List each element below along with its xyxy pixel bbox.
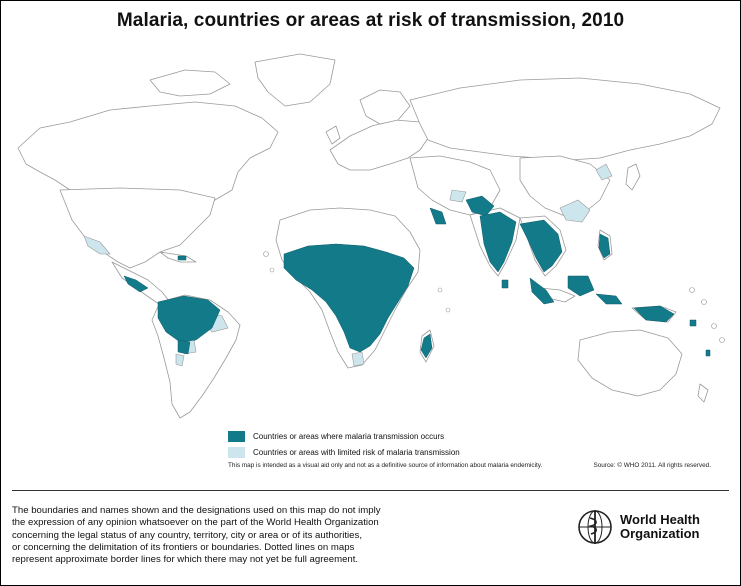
limited-mexico (83, 235, 111, 255)
legend-item-transmission: Countries or areas where malaria transmi… (228, 431, 444, 442)
risk-sumatra (529, 277, 555, 305)
legend-label-limited: Countries or areas with limited risk of … (253, 448, 460, 457)
risk-solomon (689, 319, 697, 327)
risk-philippines (598, 233, 611, 259)
risk-sub-saharan-africa (283, 243, 415, 353)
risk-india (479, 211, 517, 273)
risk-se-asia (519, 219, 563, 273)
risk-borneo (567, 275, 595, 297)
disclaimer-line: The boundaries and names shown and the d… (12, 505, 381, 516)
limited-korea (595, 163, 613, 181)
asia-north-land (409, 77, 721, 161)
risk-bolivia (177, 339, 191, 355)
limited-south-africa (351, 351, 365, 367)
source-credit: Source: © WHO 2011. All rights reserved. (593, 462, 711, 469)
risk-vanuatu (705, 349, 711, 357)
risk-sri-lanka (501, 279, 509, 289)
arctic-islands (149, 69, 231, 97)
usa-mexico-land (59, 187, 216, 269)
risk-arabia (429, 207, 447, 225)
risk-new-guinea (633, 305, 675, 323)
disclaimer: The boundaries and names shown and the d… (12, 505, 552, 566)
europe-land (329, 119, 431, 171)
legend-swatch-limited (228, 447, 245, 458)
legend-label-transmission: Countries or areas where malaria transmi… (253, 432, 445, 441)
legend-item-limited: Countries or areas with limited risk of … (228, 447, 460, 458)
risk-amazon (157, 295, 221, 343)
who-name-line2: Organization (620, 526, 700, 541)
australia-land (577, 329, 683, 397)
risk-hispaniola (177, 255, 187, 261)
risk-central-america (123, 275, 149, 293)
who-logo: World Health Organization (576, 508, 700, 546)
risk-madagascar (420, 333, 433, 359)
legend-note: This map is intended as a visual aid onl… (228, 462, 543, 469)
japan-land (625, 163, 641, 191)
limited-china (559, 199, 591, 223)
greenland (254, 53, 336, 107)
disclaimer-line: represent approximate border lines for w… (12, 554, 359, 566)
risk-indonesia-east (595, 293, 623, 305)
divider (12, 490, 729, 491)
world-map (17, 53, 725, 419)
limited-argentina (175, 353, 185, 367)
new-zealand (697, 383, 709, 403)
uk-ireland (325, 125, 341, 145)
risk-pakistan-afghanistan (465, 195, 495, 217)
who-emblem-icon (578, 510, 612, 544)
disclaimer-line: the expression of any opinion whatsoever… (12, 517, 379, 529)
disclaimer-line: or concerning the delimitation of its fr… (12, 541, 355, 553)
legend-swatch-transmission (228, 431, 245, 442)
who-name-line1: World Health (620, 512, 700, 527)
map-title: Malaria, countries or areas at risk of t… (116, 10, 625, 31)
scandinavia (359, 89, 411, 125)
limited-middle-east (449, 189, 467, 203)
disclaimer-line: concerning the legal status of any count… (12, 529, 362, 541)
